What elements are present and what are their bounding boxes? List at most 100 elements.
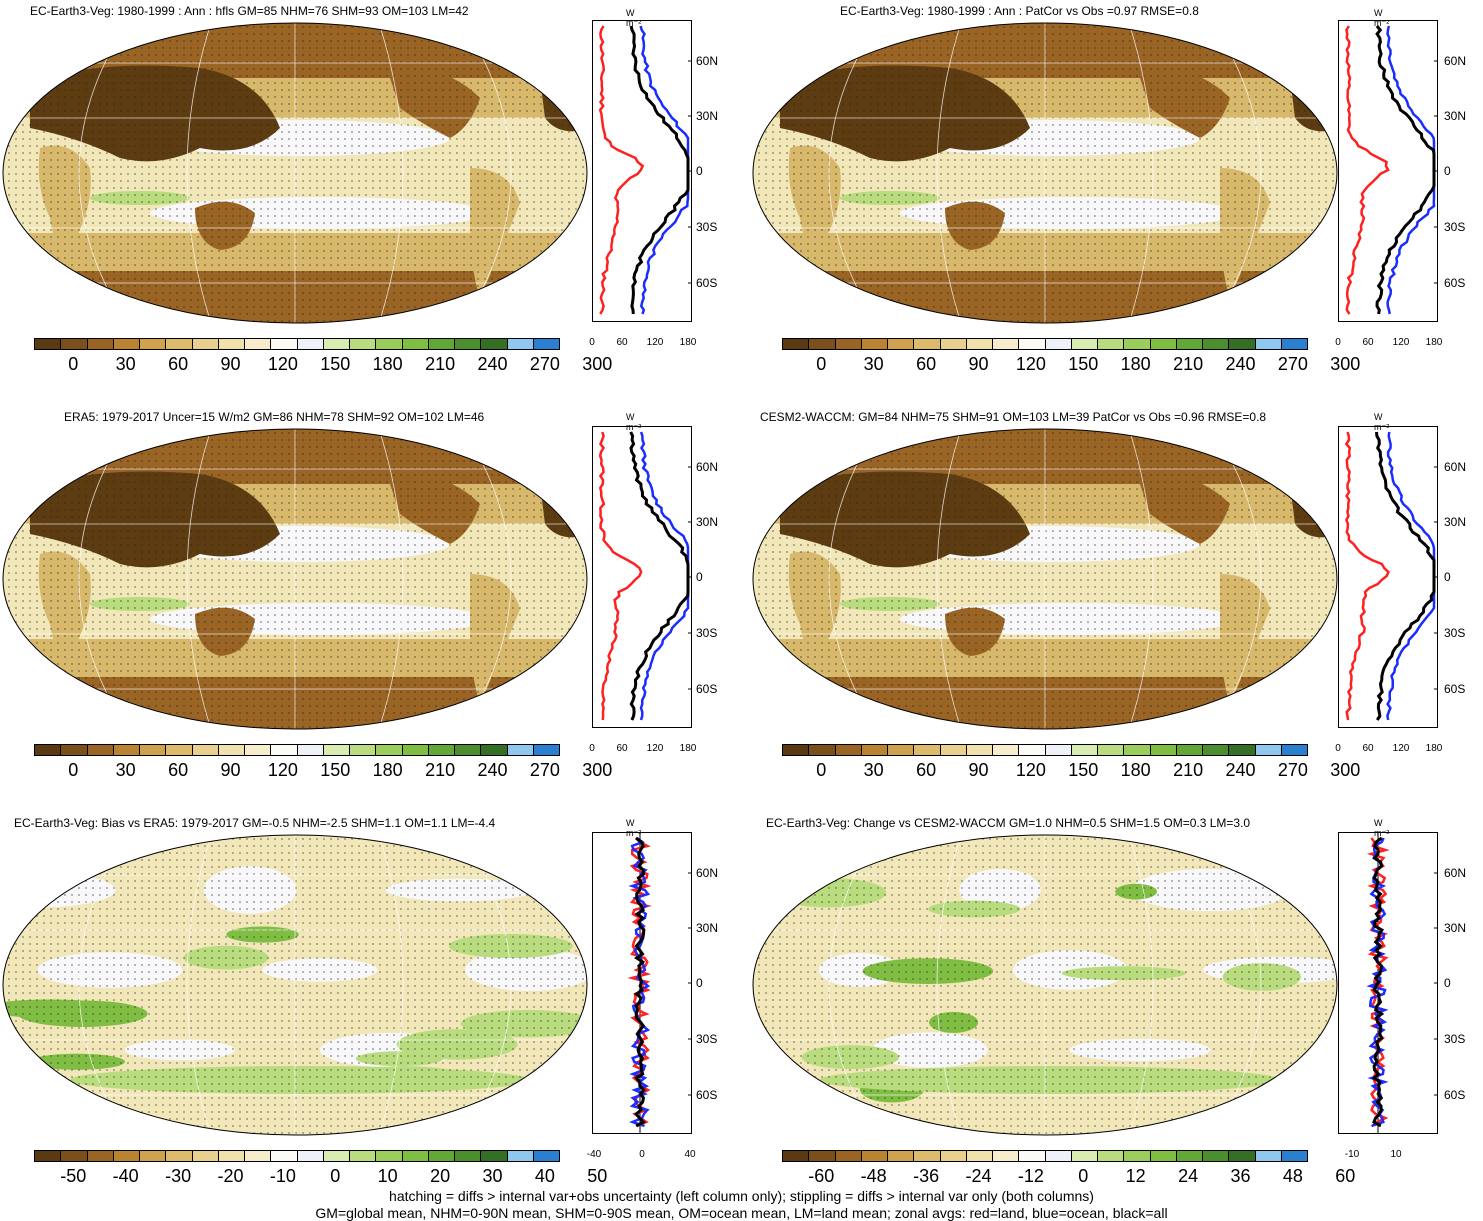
map-field [3, 835, 587, 1135]
panel-title: EC-Earth3-Veg: 1980-1999 : Ann : hfls GM… [30, 4, 469, 18]
zonal-unit: W m⁻² [626, 8, 642, 28]
zonal-y-tick-label: 60N [696, 866, 719, 880]
map-robinson [2, 22, 588, 324]
zonal-y-tick-label: 30N [696, 109, 719, 123]
zonal-y-tick-label: 60N [1444, 460, 1467, 474]
zonal-unit: W m⁻² [626, 818, 642, 838]
zonal-x-tick-label: 10 [1390, 1149, 1402, 1160]
colorbar-tick-label: 120 [267, 354, 298, 374]
colorbar-tick-label: 90 [220, 354, 241, 374]
colorbar-tick-label: 90 [968, 760, 989, 780]
colorbar-tick-label: 30 [863, 354, 884, 374]
colorbar-tick-label: 30 [482, 1166, 503, 1186]
zonal-unit: W m⁻² [626, 412, 642, 432]
colorbar-tick-label: 120 [1015, 760, 1046, 780]
zonal-y-tick-label: 60N [696, 54, 719, 68]
zonal-line-land [598, 25, 645, 315]
zonal-y-tick-label: 0 [1444, 570, 1451, 584]
zonal-x-tick-label: 120 [1392, 743, 1410, 754]
zonal-line-ocean [628, 836, 651, 1128]
zonal-y-tick-label: 30S [1444, 626, 1466, 640]
colorbar-tick-label: 270 [1277, 760, 1308, 780]
colorbar-tick-label: 180 [1120, 760, 1151, 780]
colorbar-tick-label: 90 [968, 354, 989, 374]
zonal-y-tick-label: 30S [1444, 220, 1466, 234]
panel-title: EC-Earth3-Veg: Change vs CESM2-WACCM GM=… [766, 816, 1251, 830]
colorbar-tick-label: 50 [587, 1166, 608, 1186]
colorbar [782, 1150, 1308, 1162]
colorbar-tick-label: 180 [372, 354, 403, 374]
colorbar-tick-label: 0 [330, 1166, 341, 1186]
colorbar-tick-label: 60 [1335, 1166, 1356, 1186]
zonal-x-tick-label: -40 [586, 1149, 602, 1160]
zonal-y-tick-label: 30S [696, 1032, 718, 1046]
colorbar-tick-label: 150 [320, 760, 351, 780]
colorbar-tick-label: 40 [534, 1166, 555, 1186]
colorbar-tick-label: 12 [1125, 1166, 1146, 1186]
colorbar-tick-label: 300 [1330, 354, 1361, 374]
zonal-y-tick-label: 30S [1444, 1032, 1466, 1046]
colorbar-tick-label: 300 [1330, 760, 1361, 780]
zonal-mean-plot [592, 20, 692, 322]
colorbar-tick-label: 30 [115, 760, 136, 780]
map-field [753, 23, 1337, 323]
colorbar-tick-label: 150 [1068, 354, 1099, 374]
colorbar-tick-label: 150 [1068, 760, 1099, 780]
zonal-y-tick-label: 30N [696, 921, 719, 935]
panel-title: EC-Earth3-Veg: 1980-1999 : Ann : PatCor … [840, 4, 1199, 18]
zonal-mean-plot [592, 832, 692, 1134]
zonal-y-tick-label: 60S [696, 276, 718, 290]
zonal-x-tick-label: 120 [646, 337, 664, 348]
zonal-y-tick-label: 0 [1444, 164, 1451, 178]
colorbar-tick-label: -60 [808, 1166, 835, 1186]
colorbar-tick-label: 240 [1225, 760, 1256, 780]
colorbar-tick-label: 30 [115, 354, 136, 374]
zonal-x-tick-label: 0 [1335, 337, 1341, 348]
zonal-y-tick-label: 60N [1444, 866, 1467, 880]
map-field [3, 23, 587, 323]
colorbar-tick-label: 270 [1277, 354, 1308, 374]
map-outline [2, 834, 588, 1136]
zonal-frame [1338, 832, 1438, 1134]
colorbar-tick-label: 300 [582, 354, 613, 374]
zonal-line-land [598, 431, 643, 721]
colorbar-tick-label: 180 [1120, 354, 1151, 374]
footnote-line-1: hatching = diffs > internal var+obs unce… [389, 1188, 1094, 1204]
colorbar-tick-label: -40 [112, 1166, 139, 1186]
map-outline [752, 834, 1338, 1136]
colorbar-tick-label: 60 [916, 354, 937, 374]
zonal-y-tick-label: 0 [1444, 976, 1451, 990]
zonal-y-tick-label: 60S [1444, 682, 1466, 696]
zonal-x-tick-label: 40 [684, 1149, 696, 1160]
colorbar [34, 338, 560, 350]
colorbar-tick-label: 0 [68, 354, 79, 374]
panel-title: ERA5: 1979-2017 Uncer=15 W/m2 GM=86 NHM=… [64, 410, 485, 424]
zonal-y-tick-label: 60N [1444, 54, 1467, 68]
colorbar-labels: 0 30 60 90 120 150 180 210 240 270 300 [782, 354, 1360, 376]
colorbar-tick-label: 20 [430, 1166, 451, 1186]
zonal-mean-plot [592, 426, 692, 728]
zonal-y-tick-label: 0 [696, 570, 703, 584]
colorbar-tick-label: 240 [477, 354, 508, 374]
zonal-frame [1338, 426, 1438, 728]
colorbar-tick-label: -12 [1017, 1166, 1044, 1186]
zonal-line-land [627, 837, 652, 1128]
zonal-x-tick-label: 60 [616, 743, 628, 754]
colorbar [782, 338, 1308, 350]
colorbar-tick-label: 270 [529, 354, 560, 374]
colorbar-tick-label: 60 [168, 354, 189, 374]
colorbar-tick-label: 240 [1225, 354, 1256, 374]
colorbar-tick-label: 120 [267, 760, 298, 780]
colorbar-tick-label: 210 [1173, 354, 1204, 374]
colorbar-labels: 0 30 60 90 120 150 180 210 240 270 300 [34, 760, 612, 782]
zonal-y-tick-label: 0 [696, 164, 703, 178]
zonal-y-tick-label: 30S [696, 626, 718, 640]
zonal-line-all [1375, 25, 1436, 315]
colorbar [34, 1150, 560, 1162]
map-robinson [2, 428, 588, 730]
zonal-x-tick-label: 0 [1335, 743, 1341, 754]
map-outline [2, 428, 588, 730]
colorbar-labels: 0 30 60 90 120 150 180 210 240 270 300 [782, 760, 1360, 782]
colorbar-tick-label: 36 [1230, 1166, 1251, 1186]
zonal-x-tick-label: 180 [679, 337, 697, 348]
